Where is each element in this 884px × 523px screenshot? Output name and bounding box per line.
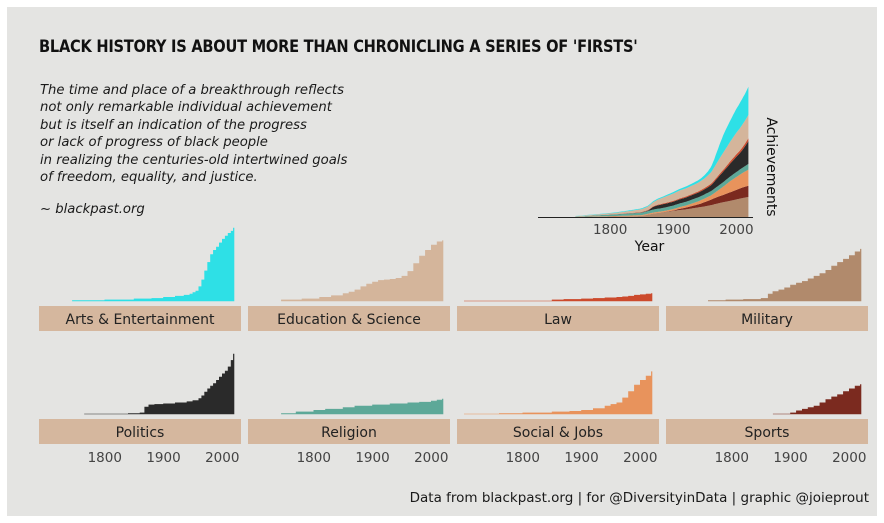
- area-education-science: [281, 240, 444, 302]
- panel-military: Military: [666, 248, 868, 331]
- chart-frame: BLACK HISTORY IS ABOUT MORE THAN CHRONIC…: [7, 7, 877, 516]
- strip-education-science: [248, 306, 450, 331]
- overview-y-axis-title: Achievements: [763, 117, 779, 216]
- subtitle-line: but is itself an indication of the progr…: [40, 117, 307, 133]
- stacked-layer-sports: [575, 185, 749, 217]
- strip-politics: [39, 419, 241, 444]
- subtitle-line: or lack of progress of black people: [40, 135, 268, 151]
- strip-label-law: Law: [544, 312, 572, 328]
- area-arts-entertainment: [72, 227, 235, 302]
- subtitle-line: The time and place of a breakthrough ref…: [40, 83, 344, 98]
- strip-label-military: Military: [741, 312, 793, 328]
- stacked-layer-military: [575, 197, 749, 217]
- x-tick-label: 1800: [715, 450, 749, 466]
- strip-label-social-jobs: Social & Jobs: [513, 425, 603, 441]
- x-tick-label: 1900: [773, 450, 807, 466]
- x-tick-label: 2000: [205, 450, 239, 466]
- stacked-overview: 1800 1900 2000 Year Achievements: [538, 86, 779, 255]
- x-tick-label: 1900: [564, 450, 598, 466]
- strip-label-sports: Sports: [745, 425, 790, 441]
- area-politics: [84, 353, 235, 415]
- panel-religion: Religion: [248, 398, 450, 444]
- strip-military: [666, 306, 868, 331]
- x-tick-label: 1900: [355, 450, 389, 466]
- area-law: [464, 293, 653, 302]
- overview-x-tick-label: 2000: [719, 222, 753, 238]
- x-tick-label: 2000: [414, 450, 448, 466]
- strip-label-education-science: Education & Science: [277, 312, 421, 328]
- panel-law: Law: [457, 293, 659, 331]
- chart-title: BLACK HISTORY IS ABOUT MORE THAN CHRONIC…: [39, 37, 638, 57]
- panel-education-science: Education & Science: [248, 240, 450, 331]
- panel-politics: Politics: [39, 353, 241, 444]
- strip-label-politics: Politics: [116, 425, 165, 441]
- overview-x-tick-label: 1900: [656, 222, 690, 238]
- panel-sports: Sports: [666, 384, 868, 444]
- x-tick-label: 2000: [832, 450, 866, 466]
- x-tick-label: 1800: [88, 450, 122, 466]
- area-social-jobs: [464, 371, 653, 415]
- x-tick-label: 1800: [506, 450, 540, 466]
- strip-social-jobs: [457, 419, 659, 444]
- x-tick-label: 1900: [146, 450, 180, 466]
- area-military: [708, 248, 862, 302]
- x-tick-label: 1800: [297, 450, 331, 466]
- subtitle-line: in realizing the centuries-old intertwin…: [40, 152, 348, 168]
- panel-social-jobs: Social & Jobs: [457, 371, 659, 444]
- panel-arts-entertainment: Arts & Entertainment: [39, 227, 241, 331]
- area-religion: [281, 398, 444, 415]
- strip-religion: [248, 419, 450, 444]
- strip-sports: [666, 419, 868, 444]
- subtitle-line: not only remarkable individual achieveme…: [40, 100, 332, 116]
- strip-law: [457, 306, 659, 331]
- subtitle-line: of freedom, equality, and justice.: [40, 170, 258, 186]
- chart-subtitle: The time and place of a breakthrough ref…: [40, 82, 460, 186]
- strip-label-arts-entertainment: Arts & Entertainment: [66, 312, 215, 328]
- overview-x-axis-title: Year: [634, 239, 665, 255]
- stacked-layer-religion: [575, 163, 749, 217]
- area-sports: [772, 384, 862, 415]
- strip-arts-entertainment: [39, 306, 241, 331]
- chart-canvas: Arts & Entertainment Education & Science L…: [39, 86, 868, 466]
- chart-caption: Data from blackpast.org | for @Diversity…: [409, 490, 869, 506]
- strip-label-religion: Religion: [321, 425, 377, 441]
- source-attribution: ~ blackpast.org: [40, 202, 145, 217]
- overview-x-tick-label: 1800: [593, 222, 627, 238]
- x-tick-label: 2000: [623, 450, 657, 466]
